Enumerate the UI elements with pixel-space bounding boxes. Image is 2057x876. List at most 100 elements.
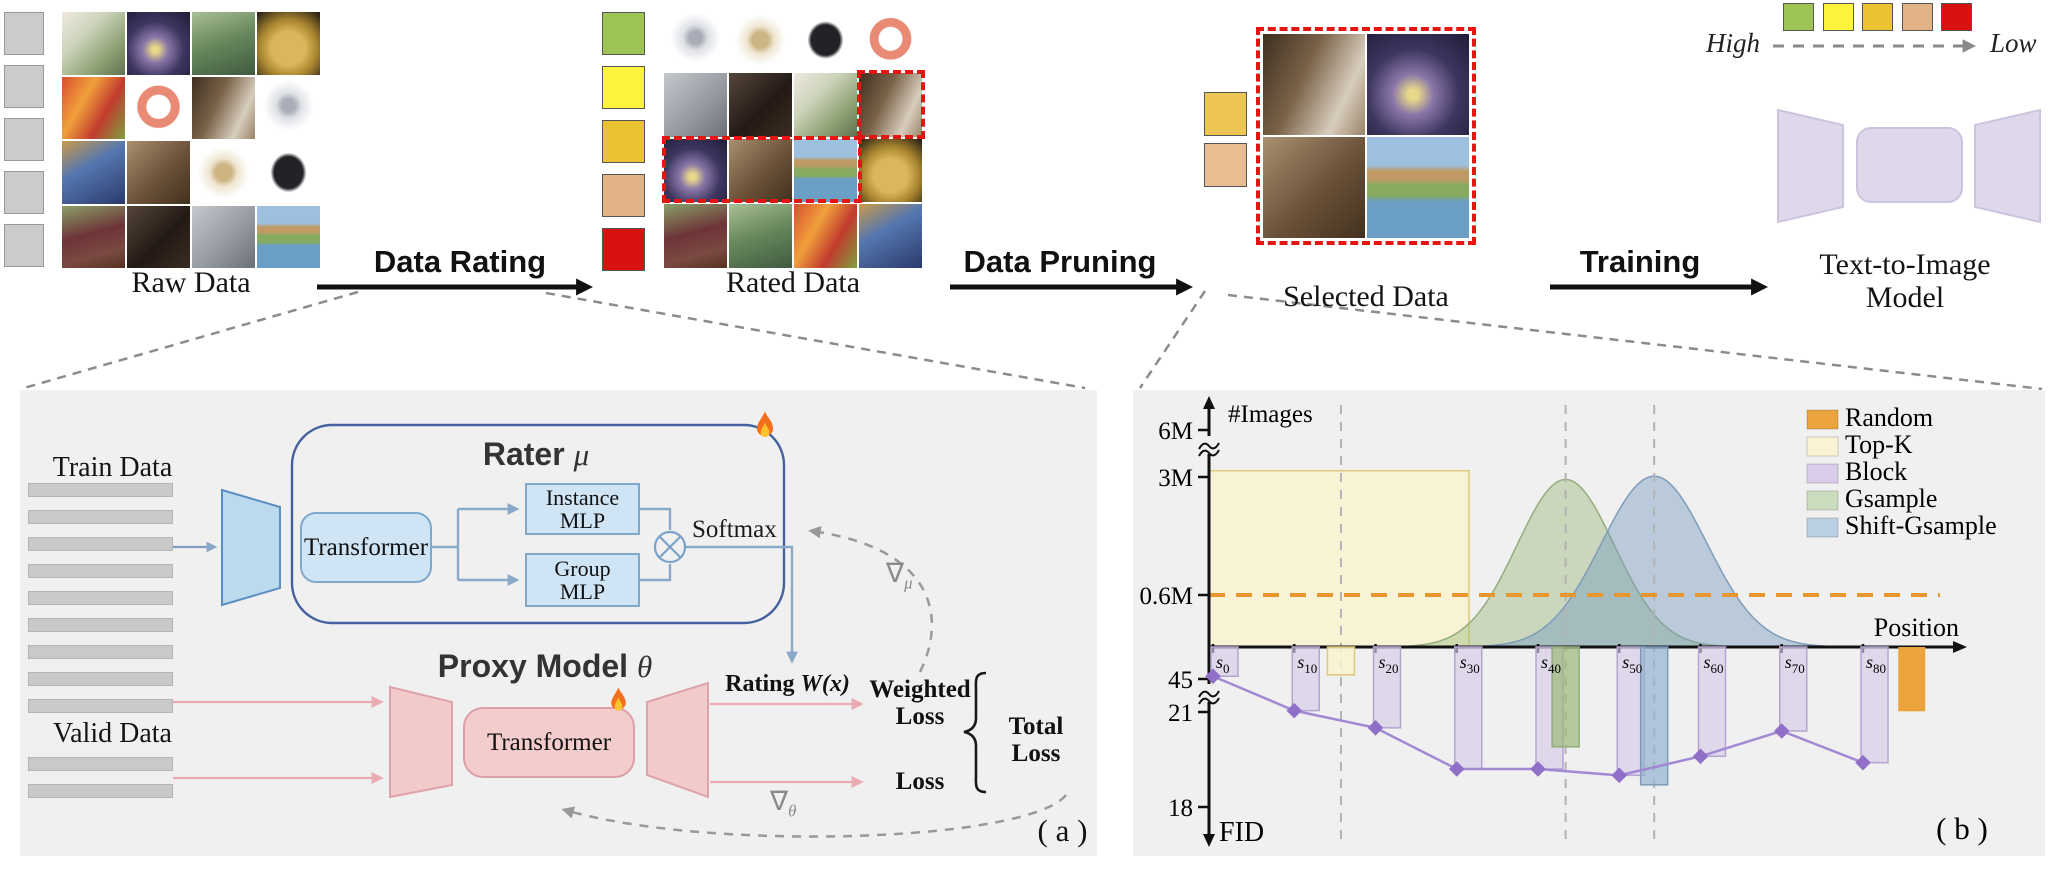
axis-break <box>1198 690 1220 698</box>
raw-data-label: Raw Data <box>131 266 251 299</box>
weighted-line1: Weighted <box>869 676 971 703</box>
ytick-label: 45 <box>1168 667 1193 694</box>
instance-mlp-line1: Instance <box>545 485 620 510</box>
data-bar <box>28 645 173 659</box>
images-axis-label: #Images <box>1228 401 1313 428</box>
quality-scale-square <box>1822 3 1854 31</box>
train-encoder-trapezoid <box>221 488 281 607</box>
block-bar <box>1291 646 1320 712</box>
gray-square <box>4 12 44 55</box>
total-line1: Total <box>1008 713 1064 740</box>
photo-houselake <box>794 138 857 203</box>
ytick-label: 0.6M <box>1140 583 1193 610</box>
block-bar <box>1697 646 1727 758</box>
photo-diffuser <box>62 12 125 75</box>
legend-swatch-top-k <box>1806 436 1839 457</box>
group-mlp-box: Group MLP <box>525 553 640 607</box>
x-tick-label: s50 <box>1622 652 1642 676</box>
gray-square <box>4 171 44 214</box>
data-bar <box>28 757 173 771</box>
chart-svg: 6M 3M 0.6M 45 21 18 s0 s10 s20 s30 s40 s50 s60 s70 s80… <box>1140 396 1997 848</box>
rating-color-square <box>602 120 645 163</box>
fire-icon <box>605 686 632 718</box>
y-axis-up-arrow <box>1203 396 1215 409</box>
data-bar <box>28 591 173 605</box>
photo-fireworks <box>664 138 727 203</box>
block-bar <box>1860 646 1889 764</box>
topk-bar <box>1326 646 1356 676</box>
rating-color-square <box>602 12 645 55</box>
photo-couple <box>1263 137 1365 238</box>
x-tick-label: s0 <box>1216 652 1230 676</box>
fid-diamond-marker <box>1773 723 1790 739</box>
rated-data-grid <box>664 73 922 268</box>
rating-scale-squares <box>602 12 645 271</box>
rating-math: W(x) <box>800 671 850 697</box>
fid-diamond-marker <box>1448 761 1465 777</box>
instance-mlp-line2: MLP <box>559 508 606 533</box>
photo-building <box>192 205 255 268</box>
train-data-label: Train Data <box>52 452 173 483</box>
x-tick-label: s40 <box>1541 652 1561 676</box>
photo-cabinet <box>729 73 792 137</box>
legend-label-block: Block <box>1845 457 1907 486</box>
photo-ring <box>257 76 320 139</box>
scale-high-label: High <box>1706 28 1760 58</box>
group-mlp-line2: MLP <box>559 579 606 604</box>
proxy-decoder-trapezoid <box>646 681 709 799</box>
zoom-callout-lines <box>23 290 2043 391</box>
data-bar <box>28 672 173 686</box>
rater-transformer-label: Transformer <box>303 533 429 561</box>
x-tick-label: s70 <box>1785 652 1805 676</box>
panel-b-sampling-chart: 6M 3M 0.6M 45 21 18 s0 s10 s20 s30 s40 s50 s60 s70 s80… <box>1133 390 2045 856</box>
rating-prefix: Rating <box>725 671 795 697</box>
photo-ring <box>664 10 727 70</box>
fid-diamond-marker <box>1367 720 1384 736</box>
x-axis-arrow <box>1953 641 1967 653</box>
data-bar <box>28 564 173 578</box>
multiply-icon <box>653 530 687 564</box>
x-tick-label: s80 <box>1866 652 1886 676</box>
photo-band <box>859 10 922 70</box>
selected-dashed-border <box>1256 27 1476 245</box>
panel-a-rater-architecture: Train Data Valid Data Rater μ Transforme… <box>20 390 1097 856</box>
panel-a-shape-layer <box>173 423 1067 838</box>
photo-forest <box>192 12 255 75</box>
nabla-symbol: ∇ <box>886 558 905 589</box>
legend-swatch-random <box>1806 409 1839 430</box>
total-line2: Loss <box>1011 740 1061 767</box>
fire-icon <box>750 410 780 445</box>
photo-pendant <box>192 141 255 204</box>
fid-diamond-marker <box>1205 668 1221 685</box>
rater-connectors <box>432 503 794 656</box>
x-tick-label: s30 <box>1460 652 1480 676</box>
photo-football <box>664 204 727 268</box>
proxy-title-text: Proxy Model <box>437 648 629 684</box>
photo-fruit <box>794 204 857 268</box>
data-bar <box>28 537 173 551</box>
legend-swatch-block <box>1806 463 1839 484</box>
data-bar <box>28 618 173 632</box>
photo-bedroom <box>192 76 255 139</box>
fid-diamond-marker <box>1286 702 1303 719</box>
photo-bedroom <box>859 73 922 137</box>
block-bar <box>1372 646 1402 729</box>
legend-label-top-k: Top-K <box>1845 430 1913 459</box>
softmax-label: Softmax <box>692 516 777 543</box>
rating-color-square <box>602 228 645 271</box>
instance-mlp-box: Instance MLP <box>525 483 640 535</box>
fid-diamond-marker <box>1611 767 1628 784</box>
selection-dashed-box-2 <box>662 136 862 203</box>
photo-cabinet <box>127 205 190 268</box>
photo-couple <box>729 138 792 203</box>
photo-building <box>664 73 727 137</box>
photo-band <box>127 76 190 139</box>
selected-data-grid <box>1263 34 1469 238</box>
photo-fireworks <box>1367 34 1469 135</box>
rater-title-text: Rater <box>482 436 565 472</box>
proxy-theta-symbol: θ <box>636 649 653 684</box>
selected-scale-squares <box>1204 92 1247 187</box>
proxy-model-title: Proxy Model θ <box>410 648 680 685</box>
quality-scale-square <box>1901 3 1933 31</box>
rated-data-label: Rated Data <box>725 266 861 299</box>
